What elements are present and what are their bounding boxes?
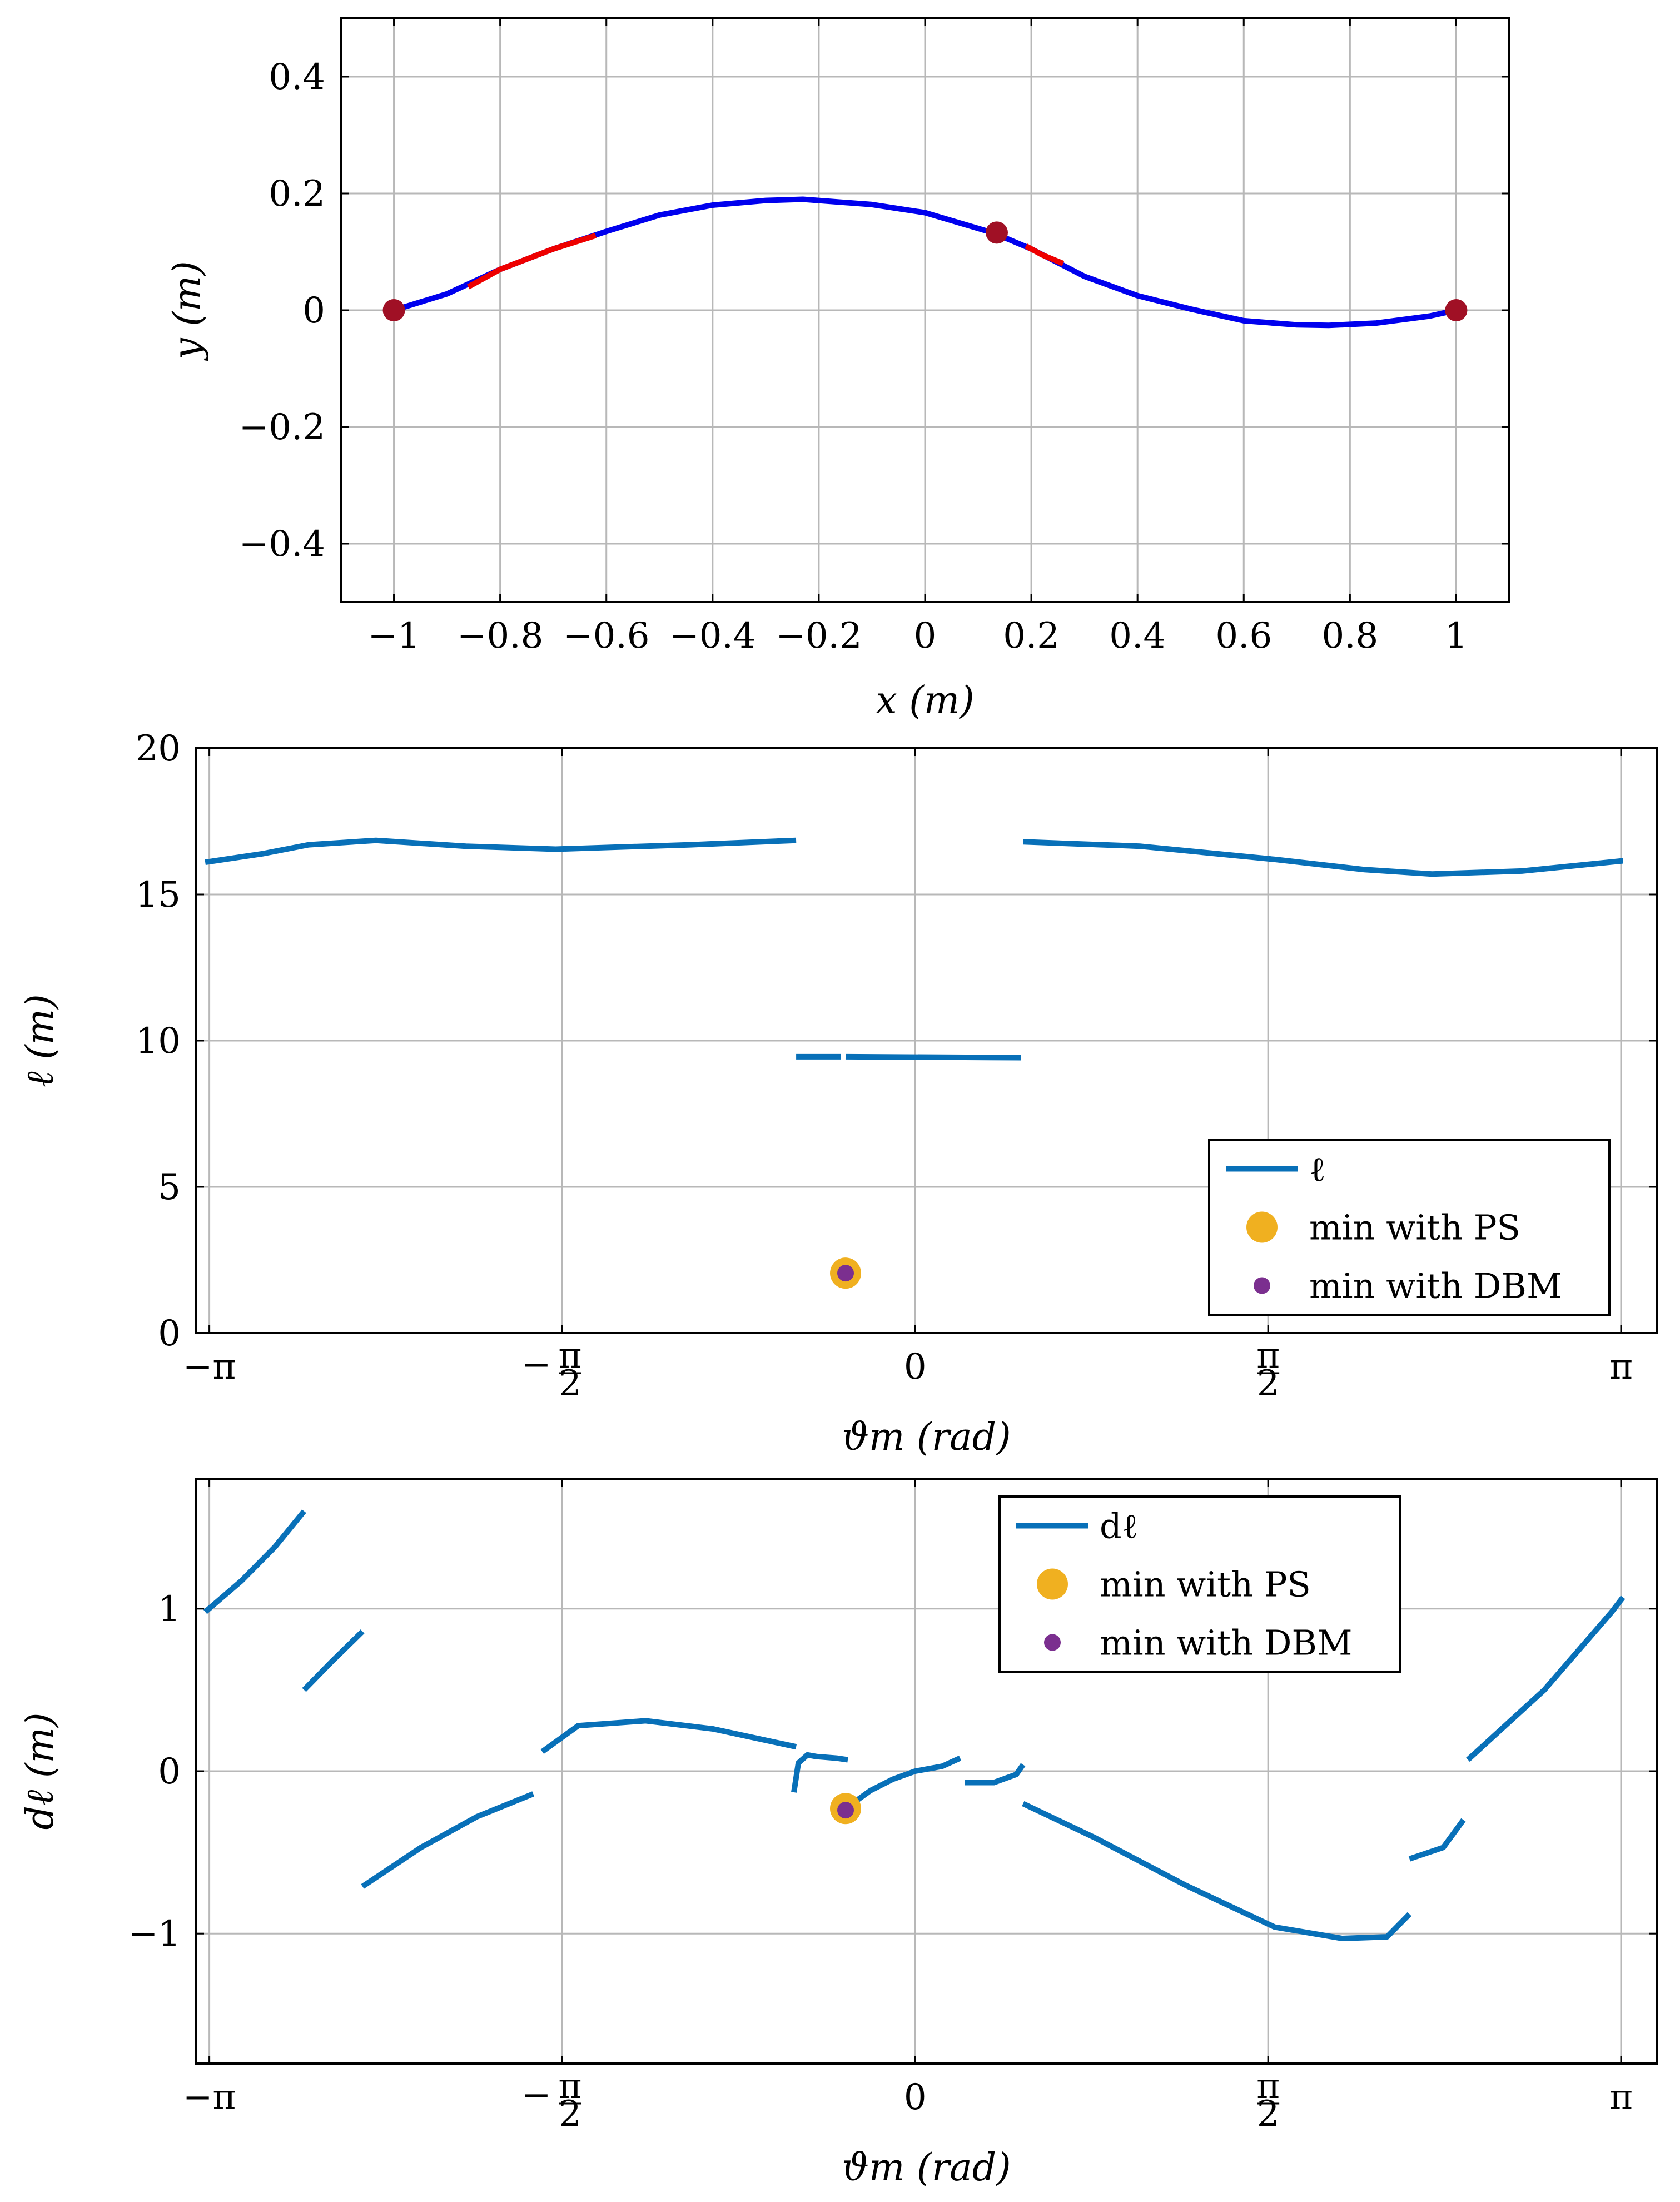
legend-label: min with DBM <box>1309 1266 1562 1306</box>
series-dℓ-line <box>361 1791 535 1889</box>
y-tick-label: 20 <box>136 728 181 769</box>
x-tick-label-num: π <box>1256 1335 1280 1376</box>
series-ℓ-line <box>205 837 797 866</box>
legend: ℓ min with PS min with DBM <box>1208 1139 1611 1316</box>
x-tick-label: 0.6 <box>1215 615 1272 657</box>
x-tick-label: π2 <box>1256 1335 1280 1404</box>
x-tick-label-den: 2 <box>559 1363 581 1404</box>
legend-swatch-ps <box>1037 1568 1068 1600</box>
series-dℓ-line <box>791 1752 848 1793</box>
waypoint-marker <box>1445 299 1468 321</box>
y-tick-label: −0.4 <box>239 524 325 565</box>
legend-swatch-dbm <box>1044 1634 1061 1651</box>
x-tick-label: 0.8 <box>1321 615 1378 657</box>
x-tick-label: π2 <box>1256 2066 1280 2135</box>
legend-label: min with PS <box>1100 1564 1311 1605</box>
x-tick-label: −0.6 <box>563 615 649 657</box>
grid <box>341 18 1509 602</box>
marker-min-dbm <box>837 1802 854 1819</box>
x-tick-label-den: 2 <box>1257 1363 1280 1404</box>
series-dℓ-line <box>203 1509 306 1614</box>
x-tick-label-den: 2 <box>1257 2094 1280 2135</box>
x-tick-label: − π2 <box>521 2066 582 2135</box>
y-tick-label: 0 <box>158 1313 181 1354</box>
x-tick-label-num: π <box>558 1335 581 1376</box>
y-axis-title: y (m) <box>166 261 210 361</box>
legend-swatch-ps <box>1246 1211 1278 1243</box>
series-dℓ-line <box>540 1718 797 1754</box>
series-highlight-2-line <box>1025 243 1065 266</box>
x-tick-label-sign: − <box>521 1344 551 1385</box>
y-tick-label: 10 <box>136 1021 181 1062</box>
legend-label: min with DBM <box>1100 1623 1352 1663</box>
series-dℓ-line <box>1408 1818 1466 1862</box>
legend-label: min with PS <box>1309 1207 1520 1248</box>
x-tick-label-sign: − <box>521 2075 551 2116</box>
x-tick-label: 0 <box>914 615 937 657</box>
y-tick-label: 5 <box>158 1167 181 1208</box>
y-tick-label: 0 <box>302 290 325 331</box>
x-tick-label: −0.4 <box>669 615 755 657</box>
y-tick-label: −0.2 <box>239 407 325 448</box>
series-dℓ-line <box>1466 1595 1626 1762</box>
legend-label: ℓ <box>1309 1149 1326 1190</box>
x-tick-label-num: π <box>1256 2066 1280 2107</box>
legend-label: dℓ <box>1100 1506 1138 1547</box>
waypoint-marker <box>382 299 405 321</box>
x-tick-label: 0 <box>904 1346 927 1388</box>
y-tick-label: 0 <box>158 1751 181 1792</box>
waypoint-marker <box>985 221 1008 244</box>
series-dℓ-line <box>302 1629 365 1692</box>
x-tick-label: −1 <box>367 615 420 657</box>
x-tick-label: −0.8 <box>457 615 543 657</box>
legend-swatch-dbm <box>1254 1277 1270 1294</box>
x-tick-label-num: π <box>558 2066 581 2107</box>
legend: dℓ min with PS min with DBM <box>998 1495 1401 1673</box>
trajectory-plot: −1 −0.8 −0.6 −0.4 −0.2 0 0.2 0.4 0.6 0.8 1 −0.4 −0.2… <box>166 17 1510 723</box>
y-axis-title: dℓ (m) <box>18 1712 62 1830</box>
series-group <box>203 1509 1626 1941</box>
series-dℓ-line <box>846 1756 962 1810</box>
y-tick-label: −1 <box>128 1913 181 1955</box>
x-tick-label: −π <box>183 2077 236 2118</box>
x-tick-label: − π2 <box>521 1335 582 1404</box>
series-highlight-1-line <box>466 232 597 290</box>
x-axis-title: x (m) <box>876 679 975 723</box>
x-tick-label: 1 <box>1445 615 1468 657</box>
y-tick-label: 0.4 <box>269 57 325 98</box>
series-dℓ-line <box>965 1763 1026 1786</box>
x-axis-title: ϑm (rad) <box>842 1415 1011 1459</box>
x-axis-title: ϑm (rad) <box>842 2146 1011 2190</box>
x-tick-label: −π <box>183 1346 236 1388</box>
y-tick-label: 0.2 <box>269 173 325 215</box>
marker-min-dbm <box>837 1265 854 1282</box>
x-tick-label-den: 2 <box>559 2094 581 2135</box>
x-tick-label: −0.2 <box>776 615 862 657</box>
series-dℓ-line <box>1022 1801 1411 1941</box>
x-tick-label: π <box>1609 2077 1633 2118</box>
y-axis-title: ℓ (m) <box>18 994 62 1087</box>
series-ℓ-line <box>1023 839 1623 877</box>
x-tick-label: 0 <box>904 2077 927 2118</box>
y-tick-label: 1 <box>158 1589 181 1630</box>
series-ℓ-line <box>845 1053 1021 1061</box>
x-tick-label: 0.4 <box>1109 615 1166 657</box>
x-tick-label: 0.2 <box>1003 615 1060 657</box>
x-tick-label: π <box>1609 1346 1633 1388</box>
series-group <box>393 196 1457 329</box>
series-group <box>205 837 1623 1061</box>
y-tick-label: 15 <box>136 874 181 916</box>
